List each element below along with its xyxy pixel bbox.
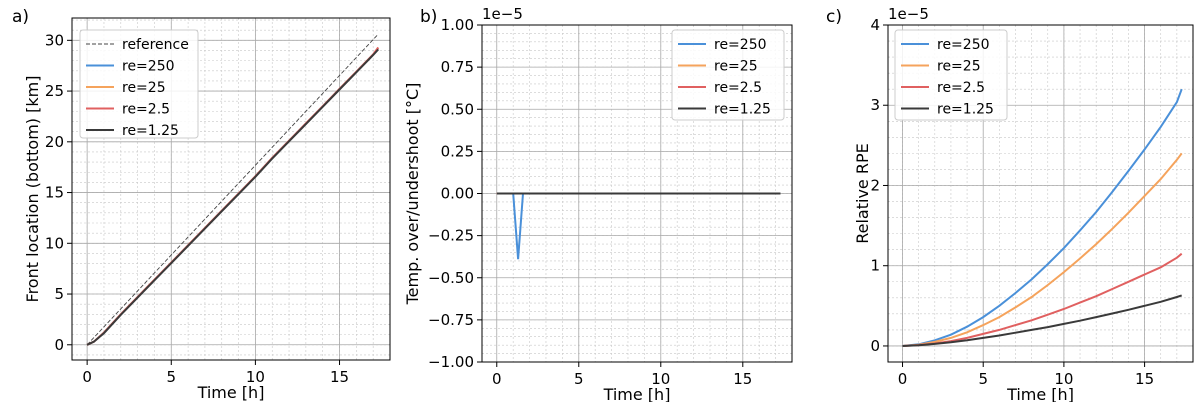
chart-panel-2: 0 5 10 15 −1.00 −0.75 −0.50 −0.25 0.00 0.25 0.50 0.…: [403, 5, 793, 402]
y-axis-label: Front location (bottom) [km]: [23, 76, 42, 303]
legend: reference re=250 re=25 re=2.5 re=1.25: [79, 29, 199, 139]
y-tick-label: 3: [870, 96, 880, 114]
y-tick-label: 0.25: [441, 142, 474, 160]
y-tick-label: 30: [45, 31, 64, 49]
y-tick-label: 10: [45, 234, 64, 252]
series-line-re=2.5: [902, 252, 1183, 347]
y-axis-label: Relative RPE: [853, 143, 872, 243]
series-line-re=1.25: [86, 48, 379, 346]
series-line-re=250: [902, 88, 1183, 347]
y-tick-label: 0.00: [441, 185, 474, 203]
series-line-reference: [86, 33, 379, 346]
x-tick-label: 0: [898, 370, 908, 388]
x-tick-label: 15: [330, 368, 349, 386]
series-line-re=25: [902, 152, 1183, 347]
legend: re=250 re=25 re=2.5 re=1.25: [894, 29, 1008, 121]
y-tick-label: 1: [870, 257, 880, 275]
chart-panel-1: 0 5 10 15 0 5 10 15 20 25 30 Time [h] Front location…: [12, 7, 391, 402]
y-tick-label: 4: [870, 16, 880, 34]
y-tick-label: 1.00: [441, 16, 474, 34]
axis-offset-label: 1e−5: [482, 5, 523, 23]
y-tick-label: 20: [45, 133, 64, 151]
y-tick-label: 2: [870, 176, 880, 194]
panel-label: c): [826, 7, 842, 27]
x-axis-label: Time [h]: [1006, 385, 1074, 402]
x-tick-label: 15: [733, 370, 752, 388]
legend-label-re=1.25: re=1.25: [122, 123, 179, 139]
legend-label-re=250: re=250: [714, 37, 767, 53]
y-tick-label: 25: [45, 82, 64, 100]
legend-label-re=2.5: re=2.5: [937, 80, 985, 96]
legend-label-re=25: re=25: [937, 59, 981, 75]
legend: re=250 re=25 re=2.5 re=1.25: [671, 29, 785, 121]
series-line-re=250: [496, 192, 781, 260]
legend-label-re=2.5: re=2.5: [122, 102, 170, 118]
legend-label-re=250: re=250: [937, 37, 990, 53]
y-tick-label: −0.50: [428, 269, 474, 287]
y-tick-label: 0.50: [441, 100, 474, 118]
legend-box: [894, 29, 1008, 121]
y-tick-label: 0: [870, 337, 880, 355]
panel-label: b): [420, 7, 437, 27]
x-tick-label: 10: [651, 370, 670, 388]
legend-box: [671, 29, 785, 121]
x-tick-label: 0: [82, 368, 92, 386]
x-tick-label: 0: [492, 370, 502, 388]
y-tick-label: −0.25: [428, 227, 474, 245]
legend-label-re=25: re=25: [714, 59, 758, 75]
x-tick-label: 15: [1135, 370, 1154, 388]
x-axis-label: Time [h]: [197, 383, 265, 402]
plot-frame: [71, 17, 391, 361]
y-axis-label: Temp. over/undershoot [°C]: [403, 83, 422, 306]
y-tick-label: 15: [45, 184, 64, 202]
axis-offset-label: 1e−5: [888, 5, 929, 23]
x-tick-label: 5: [978, 370, 988, 388]
legend-label-re=2.5: re=2.5: [714, 80, 762, 96]
legend-label-re=25: re=25: [122, 80, 166, 96]
x-axis-label: Time [h]: [603, 385, 671, 402]
panel-label: a): [12, 7, 29, 27]
y-tick-label: 5: [54, 285, 64, 303]
x-tick-label: 5: [574, 370, 584, 388]
x-tick-label: 10: [246, 368, 265, 386]
legend-label-re=250: re=250: [122, 59, 175, 75]
plot-frame: [887, 24, 1194, 363]
legend-label-re=1.25: re=1.25: [714, 102, 771, 118]
y-tick-label: 0.75: [441, 58, 474, 76]
legend-label-re=1.25: re=1.25: [937, 102, 994, 118]
legend-box: [79, 29, 199, 139]
x-tick-label: 10: [1054, 370, 1073, 388]
y-tick-label: −0.75: [428, 311, 474, 329]
series-line-re=1.25: [902, 294, 1183, 347]
chart-panel-3: 0 5 10 15 0 1 2 3 4 Time [h] Relative RPE c) 1e−5 re=…: [826, 5, 1194, 402]
x-tick-label: 5: [166, 368, 176, 386]
y-tick-label: 0: [54, 336, 64, 354]
y-tick-label: −1.00: [428, 353, 474, 371]
legend-label-reference: reference: [122, 37, 189, 53]
